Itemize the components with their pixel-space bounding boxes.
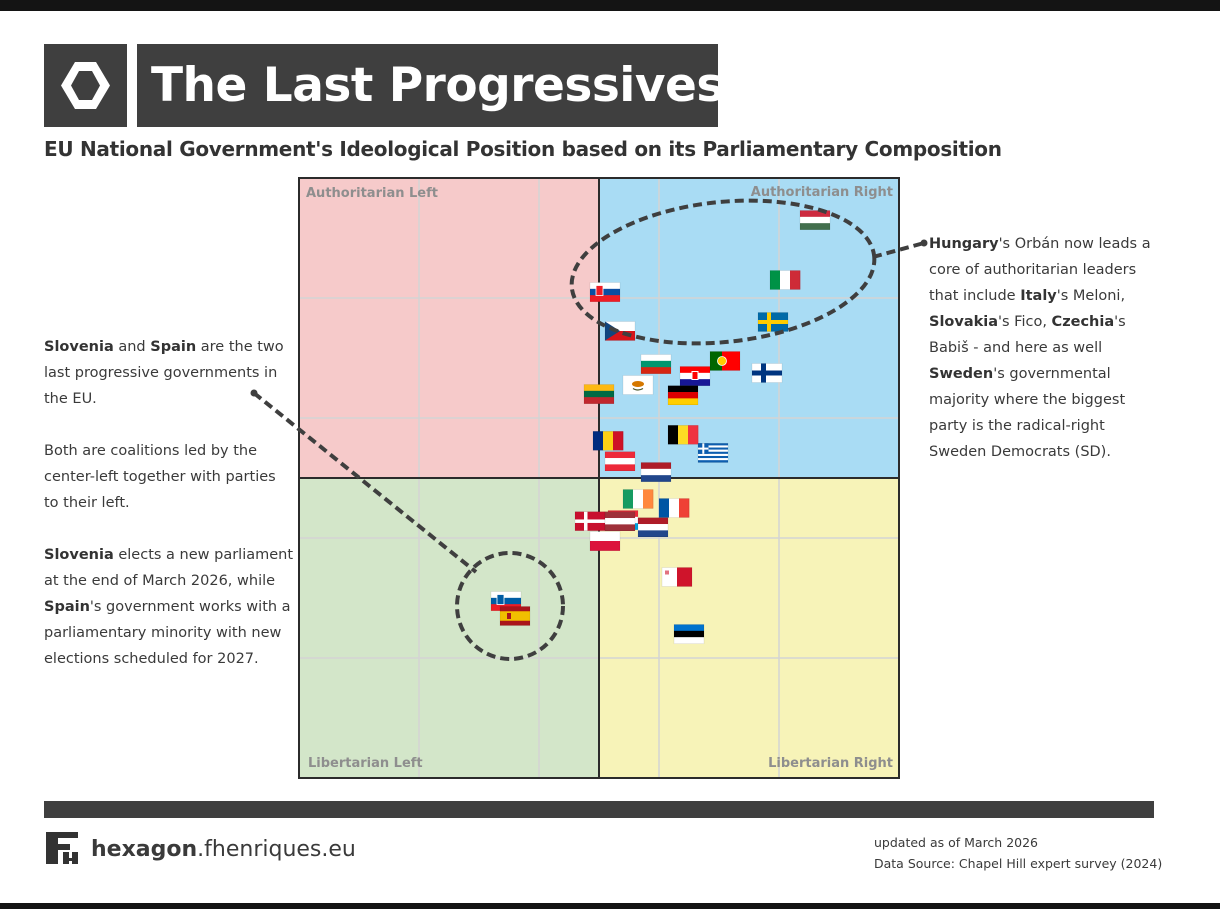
callout-dot-right [920, 239, 928, 247]
flag-germany [667, 385, 699, 405]
flag-bulgaria [640, 354, 672, 374]
page-subtitle: EU National Government's Ideological Pos… [44, 137, 1002, 161]
flag-croatia [679, 366, 711, 386]
flag-ireland [622, 489, 654, 509]
flag-italy [769, 270, 801, 290]
flag-spain [499, 606, 531, 626]
quadrant-bottom-left [299, 478, 599, 778]
data-source-note: Data Source: Chapel Hill expert survey (… [874, 856, 1163, 871]
flag-croatia-latvia [604, 511, 636, 532]
flag-belgium [667, 425, 699, 445]
hexagon-icon [61, 62, 110, 109]
political-compass-chart: Authoritarian Left Authoritarian Right L… [298, 177, 900, 779]
progressive-core-circle [455, 551, 565, 661]
brand-text: hexagon.fhenriques.eu [91, 837, 356, 862]
top-border [0, 0, 1220, 11]
flag-finland [751, 363, 783, 383]
hexagon-logo [44, 44, 127, 127]
page-title: The Last Progressives [137, 44, 724, 127]
flag-france [658, 498, 690, 518]
quadrant-label-bottom-left: Libertarian Left [308, 756, 423, 771]
flag-denmark [574, 511, 606, 532]
quadrant-label-bottom-right: Libertarian Right [768, 756, 893, 771]
note-left-p1: Slovenia and Spain are the two last prog… [44, 339, 284, 407]
flag-malta [661, 567, 693, 587]
flag-slovakia [589, 282, 621, 302]
updated-note: updated as of March 2026 [874, 835, 1039, 850]
flag-cyprus [622, 375, 654, 395]
footer-divider [44, 801, 1154, 818]
flag-czechia [604, 321, 636, 341]
flag-romania [592, 430, 624, 451]
note-left-p3: Slovenia elects a new parliament at the … [44, 547, 294, 667]
note-authoritarians: Hungary's Orbán now leads a core of auth… [929, 236, 1151, 460]
bottom-border [0, 903, 1220, 909]
flag-sweden [757, 312, 789, 332]
quadrant-label-top-left: Authoritarian Left [306, 186, 438, 201]
flag-netherlands- [637, 517, 669, 538]
quadrant-top-right [599, 178, 899, 478]
country-flags [490, 210, 831, 644]
flag-poland [589, 531, 621, 551]
note-progressives: Slovenia and Spain are the two last prog… [44, 334, 294, 698]
flag-austria [604, 451, 636, 472]
flag-hungary [799, 210, 831, 230]
flag-netherlands [640, 462, 672, 482]
fh-logo-icon [46, 832, 78, 864]
quadrant-label-top-right: Authoritarian Right [751, 185, 893, 200]
flag-lithuania [583, 384, 615, 404]
footer-meta: updated as of March 2026 Data Source: Ch… [874, 832, 1162, 874]
flag-estonia [673, 624, 705, 644]
flag-greece [697, 442, 729, 463]
flag-portugal [709, 351, 741, 371]
quadrant-top-left [299, 178, 599, 478]
note-left-p2: Both are coalitions led by the center-le… [44, 443, 276, 511]
